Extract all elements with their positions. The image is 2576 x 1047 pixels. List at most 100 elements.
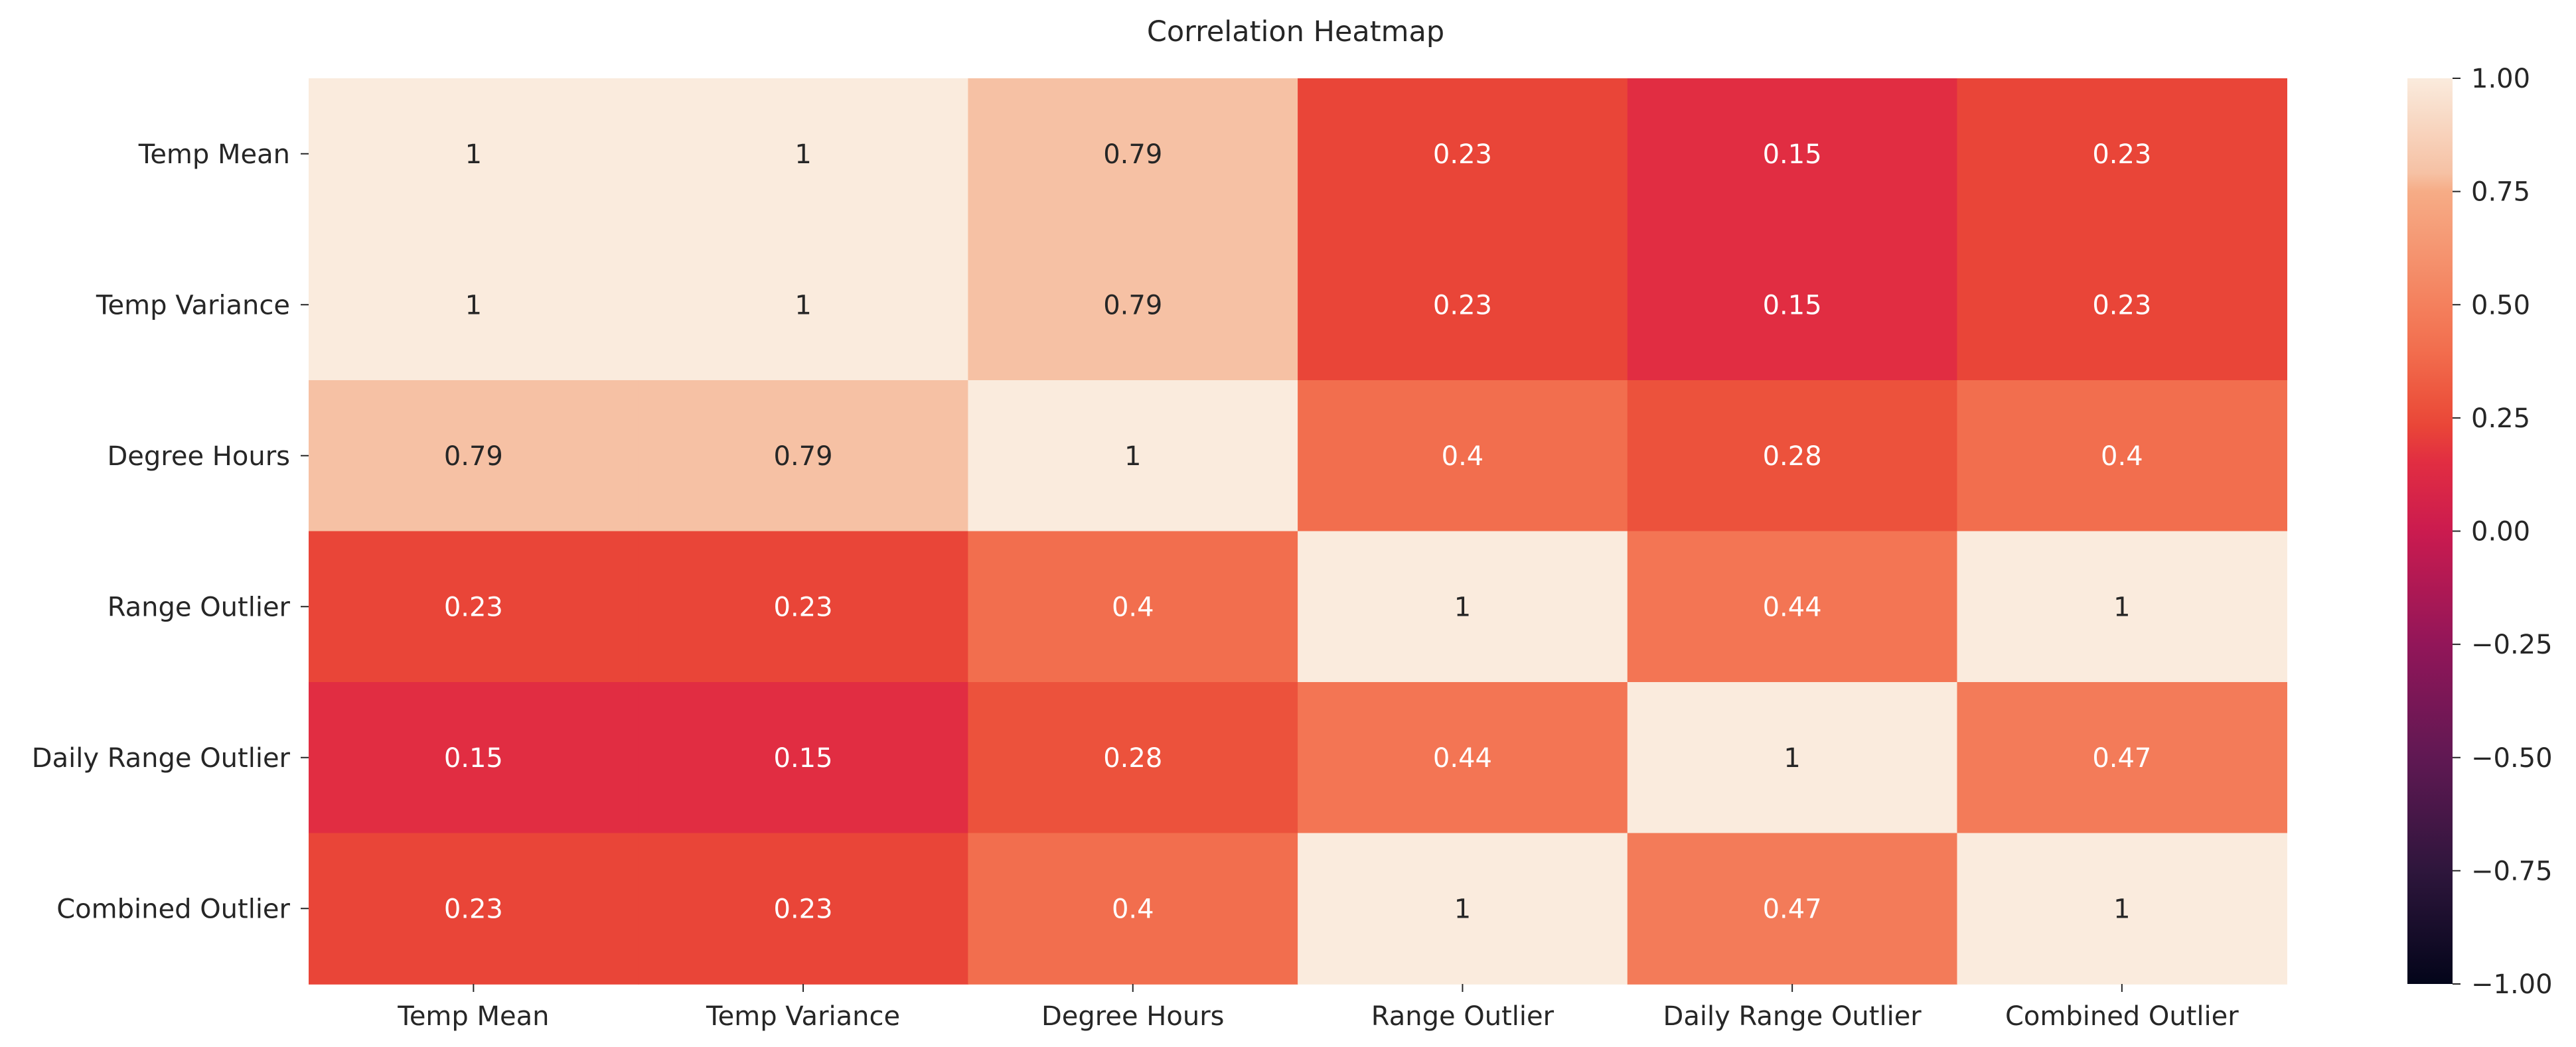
colorbar-tick-label: 0.25 (2471, 403, 2530, 434)
heatmap-cell (1957, 531, 2287, 683)
cell-value-label: 0.4 (1112, 894, 1154, 924)
cell-value-label: 0.23 (444, 592, 503, 622)
heatmap-cell (1298, 682, 1628, 834)
heatmap-cell (1627, 229, 1958, 381)
x-tick-label: Combined Outlier (2005, 1001, 2239, 1032)
heatmap-cell (1298, 78, 1628, 230)
heatmap-cell (968, 380, 1298, 532)
cell-value-label: 0.4 (1442, 441, 1484, 472)
y-tick-label: Daily Range Outlier (32, 743, 291, 774)
cell-value-label: 0.44 (1763, 592, 1822, 622)
cell-value-label: 0.15 (444, 743, 503, 774)
cell-value-label: 0.15 (1763, 139, 1822, 170)
y-tick-label: Temp Mean (138, 139, 290, 170)
heatmap-cell (638, 380, 969, 532)
x-tick-label: Range Outlier (1371, 1001, 1554, 1032)
heatmap-cell (968, 531, 1298, 683)
cell-value-label: 1 (1783, 743, 1800, 774)
heatmap-cell (1957, 229, 2287, 381)
heatmap-cell (1298, 531, 1628, 683)
cell-value-label: 0.4 (2101, 441, 2143, 472)
cell-value-label: 0.44 (1433, 743, 1492, 774)
cell-value-label: 0.79 (774, 441, 833, 472)
cell-value-label: 1 (1124, 441, 1141, 472)
heatmap-cell (1627, 78, 1958, 230)
cell-value-label: 1 (1454, 894, 1471, 924)
colorbar-gradient (2407, 78, 2453, 984)
x-axis: Temp Mean Temp Variance Degree Hours Range … (397, 984, 2239, 1032)
heatmap-cell (968, 833, 1298, 985)
y-tick-label: Range Outlier (108, 592, 291, 622)
cell-value-label: 0.47 (2092, 743, 2151, 774)
cell-value-label: 1 (2113, 592, 2130, 622)
colorbar-tick-label: −0.75 (2471, 856, 2553, 886)
heatmap-cell (968, 78, 1298, 230)
colorbar-tick-label: 1.00 (2471, 64, 2530, 94)
colorbar: 1.00 0.75 0.50 0.25 0.00 −0.25 −0.50 −0.75 −1.00 (2407, 64, 2553, 1000)
x-tick-label: Temp Variance (706, 1001, 900, 1032)
x-tick-label: Daily Range Outlier (1663, 1001, 1922, 1032)
cell-value-label: 0.79 (444, 441, 503, 472)
cell-value-label: 0.23 (774, 592, 833, 622)
heatmap-cell (968, 229, 1298, 381)
heatmap-cell (309, 78, 639, 230)
heatmap-cell (638, 682, 969, 834)
x-tick-label: Temp Mean (397, 1001, 549, 1032)
heatmap-cell (1627, 682, 1958, 834)
y-tick-label: Degree Hours (108, 441, 291, 472)
cell-value-label: 0.79 (1103, 290, 1162, 320)
cell-value-label: 0.15 (1763, 290, 1822, 320)
cell-value-label: 0.4 (1112, 592, 1154, 622)
heatmap-cell (1627, 531, 1958, 683)
heatmap-cell (309, 380, 639, 532)
heatmap-cell (1298, 380, 1628, 532)
colorbar-tick-label: 0.50 (2471, 290, 2530, 320)
x-tick-label: Degree Hours (1041, 1001, 1225, 1032)
cell-value-label: 0.23 (774, 894, 833, 924)
y-tick-label: Temp Variance (96, 290, 290, 320)
cell-value-label: 0.28 (1763, 441, 1822, 472)
heatmap-cell (968, 682, 1298, 834)
heatmap-cell (309, 833, 639, 985)
heatmap-cell (1957, 833, 2287, 985)
heatmap-cells (309, 78, 2287, 985)
colorbar-tick-label: −1.00 (2471, 969, 2553, 1000)
chart-title: Correlation Heatmap (1147, 15, 1444, 48)
cell-value-label: 1 (795, 139, 811, 170)
heatmap-cell (638, 229, 969, 381)
heatmap-cell (1298, 229, 1628, 381)
heatmap-cell (309, 682, 639, 834)
heatmap-cell (309, 531, 639, 683)
cell-value-label: 1 (1454, 592, 1471, 622)
heatmap-cell (1957, 380, 2287, 532)
y-axis: Temp Mean Temp Variance Degree Hours Range … (32, 139, 309, 924)
cell-value-label: 0.23 (1433, 290, 1492, 320)
cell-value-label: 1 (465, 139, 482, 170)
cell-value-label: 1 (795, 290, 811, 320)
cell-value-label: 1 (465, 290, 482, 320)
heatmap-cell (1957, 682, 2287, 834)
cell-value-label: 1 (2113, 894, 2130, 924)
heatmap-cell (638, 531, 969, 683)
colorbar-tick-label: 0.00 (2471, 517, 2530, 547)
heatmap-cell (638, 78, 969, 230)
colorbar-tick-label: 0.75 (2471, 177, 2530, 208)
cell-value-label: 0.23 (444, 894, 503, 924)
colorbar-tick-label: −0.25 (2471, 630, 2553, 660)
cell-value-label: 0.47 (1763, 894, 1822, 924)
cell-value-label: 0.28 (1103, 743, 1162, 774)
heatmap-cell (1627, 380, 1958, 532)
cell-value-label: 0.79 (1103, 139, 1162, 170)
cell-value-label: 0.23 (1433, 139, 1492, 170)
heatmap-cell (1298, 833, 1628, 985)
cell-value-label: 0.23 (2092, 139, 2151, 170)
heatmap-cell (1957, 78, 2287, 230)
heatmap-cell-labels: 1 1 0.79 0.23 0.15 0.23 1 1 0.79 0.23 0.15 0.23 0.79… (444, 139, 2152, 925)
y-tick-label: Combined Outlier (56, 894, 290, 924)
heatmap-cell (1627, 833, 1958, 985)
colorbar-tick-label: −0.50 (2471, 743, 2553, 774)
cell-value-label: 0.23 (2092, 290, 2151, 320)
heatmap-cell (309, 229, 639, 381)
cell-value-label: 0.15 (774, 743, 833, 774)
